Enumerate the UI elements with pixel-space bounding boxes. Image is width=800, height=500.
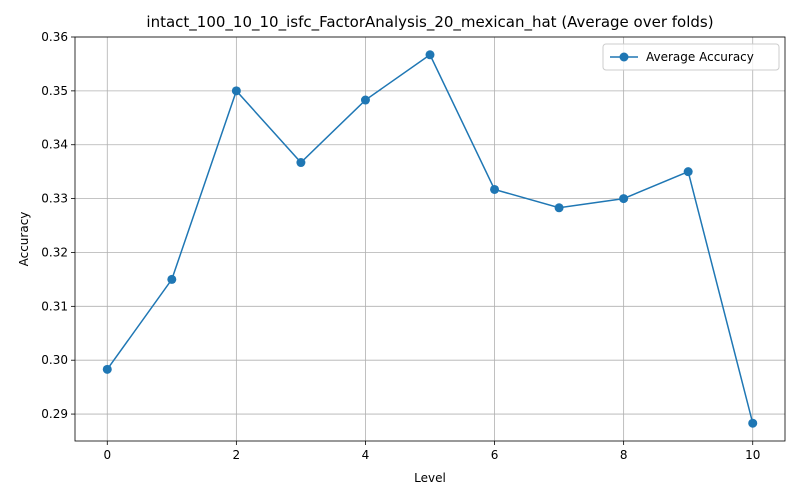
data-point <box>490 184 500 194</box>
x-tick-label: 2 <box>233 448 241 462</box>
legend-marker <box>619 52 629 62</box>
data-point <box>167 274 177 284</box>
x-tick-label: 10 <box>745 448 760 462</box>
x-tick-label: 0 <box>103 448 111 462</box>
x-axis-ticks: 0 2 4 6 8 10 <box>103 441 760 462</box>
y-tick-label: 0.36 <box>41 30 68 44</box>
series-line <box>106 53 754 424</box>
x-tick-label: 6 <box>491 448 499 462</box>
x-tick-label: 8 <box>620 448 628 462</box>
grid-lines <box>75 36 785 441</box>
data-point <box>683 167 693 177</box>
y-tick-label: 0.35 <box>41 84 68 98</box>
plot-frame <box>74 36 786 442</box>
y-tick-label: 0.32 <box>41 245 68 259</box>
data-point <box>102 364 112 374</box>
y-tick-label: 0.33 <box>41 192 68 206</box>
chart-title: intact_100_10_10_isfc_FactorAnalysis_20_… <box>146 13 713 32</box>
data-point <box>554 203 564 213</box>
series-layer <box>102 50 758 428</box>
legend-box <box>602 43 780 71</box>
x-tick-label: 4 <box>362 448 370 462</box>
y-axis-ticks: 0.29 0.30 0.31 0.32 0.33 0.34 0.35 0.36 <box>41 30 75 421</box>
y-tick-label: 0.31 <box>41 299 68 313</box>
x-axis-label: Level <box>414 471 446 485</box>
data-point <box>425 50 435 60</box>
legend: Average Accuracy <box>602 43 780 71</box>
y-tick-label: 0.34 <box>41 138 68 152</box>
data-point <box>231 86 241 96</box>
y-tick-label: 0.29 <box>41 407 68 421</box>
data-point <box>360 95 370 105</box>
data-point <box>296 158 306 168</box>
legend-label: Average Accuracy <box>646 50 754 64</box>
data-point <box>619 194 629 204</box>
y-tick-label: 0.30 <box>41 353 68 367</box>
y-axis-label: Accuracy <box>17 212 31 267</box>
data-point <box>748 418 758 428</box>
